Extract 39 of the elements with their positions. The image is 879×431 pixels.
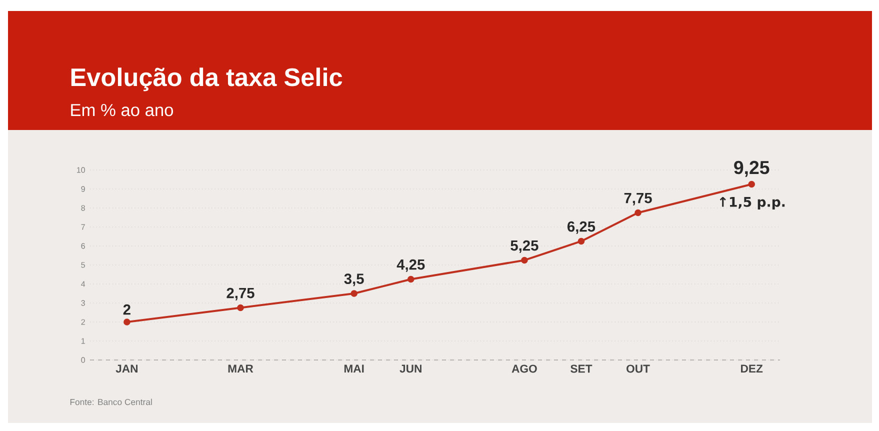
y-tick-label: 4 [81,281,86,287]
point [521,256,528,264]
point [407,276,414,283]
y-tick-label: 7 [81,224,85,230]
data-label: 2 [123,304,130,315]
point [634,209,642,216]
chart-title: Evolução da taxa Selic [71,68,342,92]
x-tick-label: DEZ [741,364,763,372]
y-tick-label: 8 [81,205,85,211]
y-tick-label: 1 [81,338,85,344]
y-tick-label: 10 [77,167,85,173]
y-tick-label: 9 [81,186,85,192]
y-tick-label: 5 [81,262,85,268]
source-note: Fonte: Banco Central [70,398,152,406]
x-tick-label: MAI [344,364,364,372]
y-tick-label: 0 [81,357,85,363]
data-label: 5,25 [510,240,538,253]
x-tick-label: MAR [228,364,254,372]
y-tick-label: 2 [81,319,85,325]
data-label: 2,75 [226,288,254,300]
data-label: 4,25 [396,259,425,272]
x-tick-label: JUN [400,364,422,373]
point [124,318,130,326]
chart-subtitle: Em % ao ano [71,104,174,116]
data-label: 6,25 [568,221,596,234]
data-label: 9,25 [734,160,770,177]
point [350,290,358,297]
x-tick-label: SET [570,364,592,373]
data-label: 7,75 [624,193,652,206]
point [578,238,585,245]
x-tick-label: AGO [512,364,537,373]
point [748,180,756,188]
x-tick-label: OUT [626,364,650,373]
y-tick-label: 3 [81,300,85,306]
point [237,304,244,312]
x-tick-label: JAN [116,364,138,373]
annotation: ↑1,5 p.p. [720,196,785,210]
data-label: 3,5 [344,274,364,286]
y-tick-label: 6 [81,243,85,249]
